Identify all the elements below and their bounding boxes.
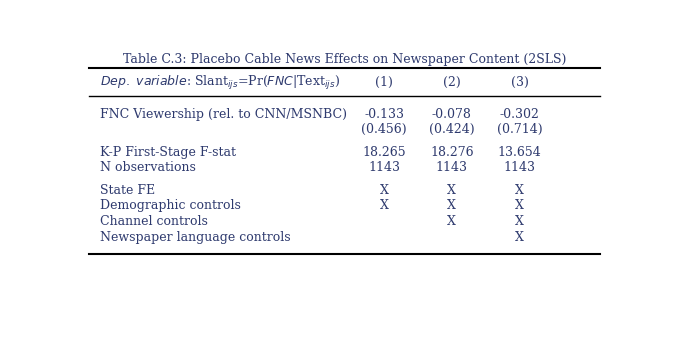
Text: 1143: 1143: [503, 161, 536, 174]
Text: X: X: [448, 184, 456, 197]
Text: X: X: [448, 215, 456, 228]
Text: 1143: 1143: [436, 161, 468, 174]
Text: State FE: State FE: [100, 184, 155, 197]
Text: N observations: N observations: [100, 161, 196, 174]
Text: Demographic controls: Demographic controls: [100, 199, 241, 212]
Text: Newspaper language controls: Newspaper language controls: [100, 231, 290, 244]
Text: $\it{Dep.}$ $\it{variable}$: Slant$_{ijs}$=Pr($\it{FNC}$|Text$_{ijs}$): $\it{Dep.}$ $\it{variable}$: Slant$_{ijs…: [100, 74, 340, 92]
Text: Channel controls: Channel controls: [100, 215, 208, 228]
Text: (3): (3): [511, 76, 528, 89]
Text: -0.133: -0.133: [364, 107, 404, 121]
Text: X: X: [380, 199, 388, 212]
Text: X: X: [448, 199, 456, 212]
Text: 1143: 1143: [368, 161, 400, 174]
Text: X: X: [516, 231, 524, 244]
Text: (1): (1): [375, 76, 393, 89]
Text: -0.302: -0.302: [500, 107, 540, 121]
Text: (0.714): (0.714): [497, 123, 542, 136]
Text: X: X: [516, 184, 524, 197]
Text: Table C.3: Placebo Cable News Effects on Newspaper Content (2SLS): Table C.3: Placebo Cable News Effects on…: [123, 53, 567, 66]
Text: -0.078: -0.078: [432, 107, 472, 121]
Text: FNC Viewership (rel. to CNN/MSNBC): FNC Viewership (rel. to CNN/MSNBC): [100, 107, 347, 121]
Text: X: X: [380, 184, 388, 197]
Text: 18.265: 18.265: [362, 146, 406, 158]
Text: X: X: [516, 199, 524, 212]
Text: 18.276: 18.276: [430, 146, 474, 158]
Text: (0.456): (0.456): [361, 123, 407, 136]
Text: 13.654: 13.654: [498, 146, 542, 158]
Text: K-P First-Stage F-stat: K-P First-Stage F-stat: [100, 146, 236, 158]
Text: (2): (2): [443, 76, 461, 89]
Text: (0.424): (0.424): [429, 123, 474, 136]
Text: X: X: [516, 215, 524, 228]
